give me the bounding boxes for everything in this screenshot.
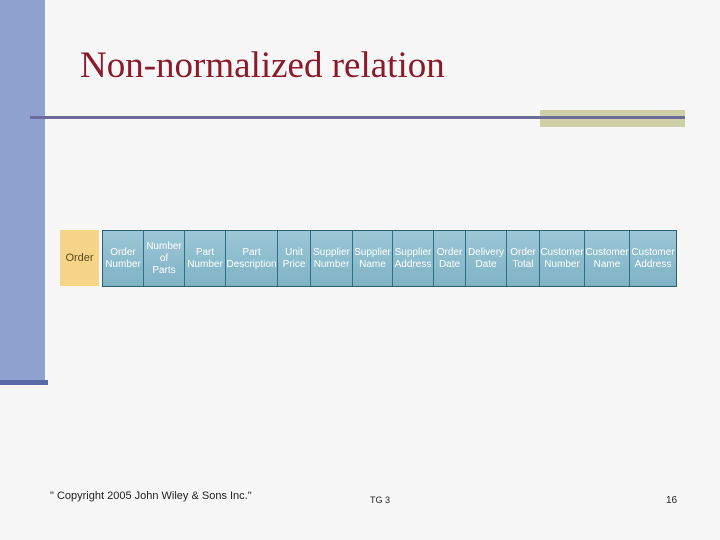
attribute-supplier-address: Supplier Address (393, 231, 434, 286)
attribute-part-number: Part Number (185, 231, 226, 286)
attribute-unit-price: Unit Price (278, 231, 311, 286)
footer-copyright: " Copyright 2005 John Wiley & Sons Inc." (50, 490, 252, 502)
attribute-customer-address: Customer Address (630, 231, 676, 286)
left-accent-bar-edge (0, 380, 48, 385)
relation-diagram: Order Order Number Number of Parts Part … (60, 230, 677, 287)
attribute-number-of-parts: Number of Parts (144, 231, 185, 286)
page-number: 16 (666, 495, 678, 506)
title-rule (30, 116, 685, 119)
attribute-customer-name: Customer Name (585, 231, 630, 286)
attribute-order-number: Order Number (103, 231, 144, 286)
relation-attributes: Order Number Number of Parts Part Number… (102, 230, 677, 287)
footer-code: TG 3 (370, 495, 391, 505)
attribute-part-description: Part Description (226, 231, 278, 286)
left-accent-bar (0, 0, 45, 383)
relation-name: Order (60, 230, 99, 286)
title-rule-accent-line (540, 116, 685, 119)
attribute-order-total: Order Total (507, 231, 540, 286)
slide-title: Non-normalized relation (80, 45, 445, 86)
attribute-supplier-number: Supplier Number (311, 231, 353, 286)
attribute-order-date: Order Date (434, 231, 466, 286)
attribute-delivery-date: Delivery Date (466, 231, 507, 286)
attribute-customer-number: Customer Number (540, 231, 585, 286)
attribute-supplier-name: Supplier Name (353, 231, 393, 286)
